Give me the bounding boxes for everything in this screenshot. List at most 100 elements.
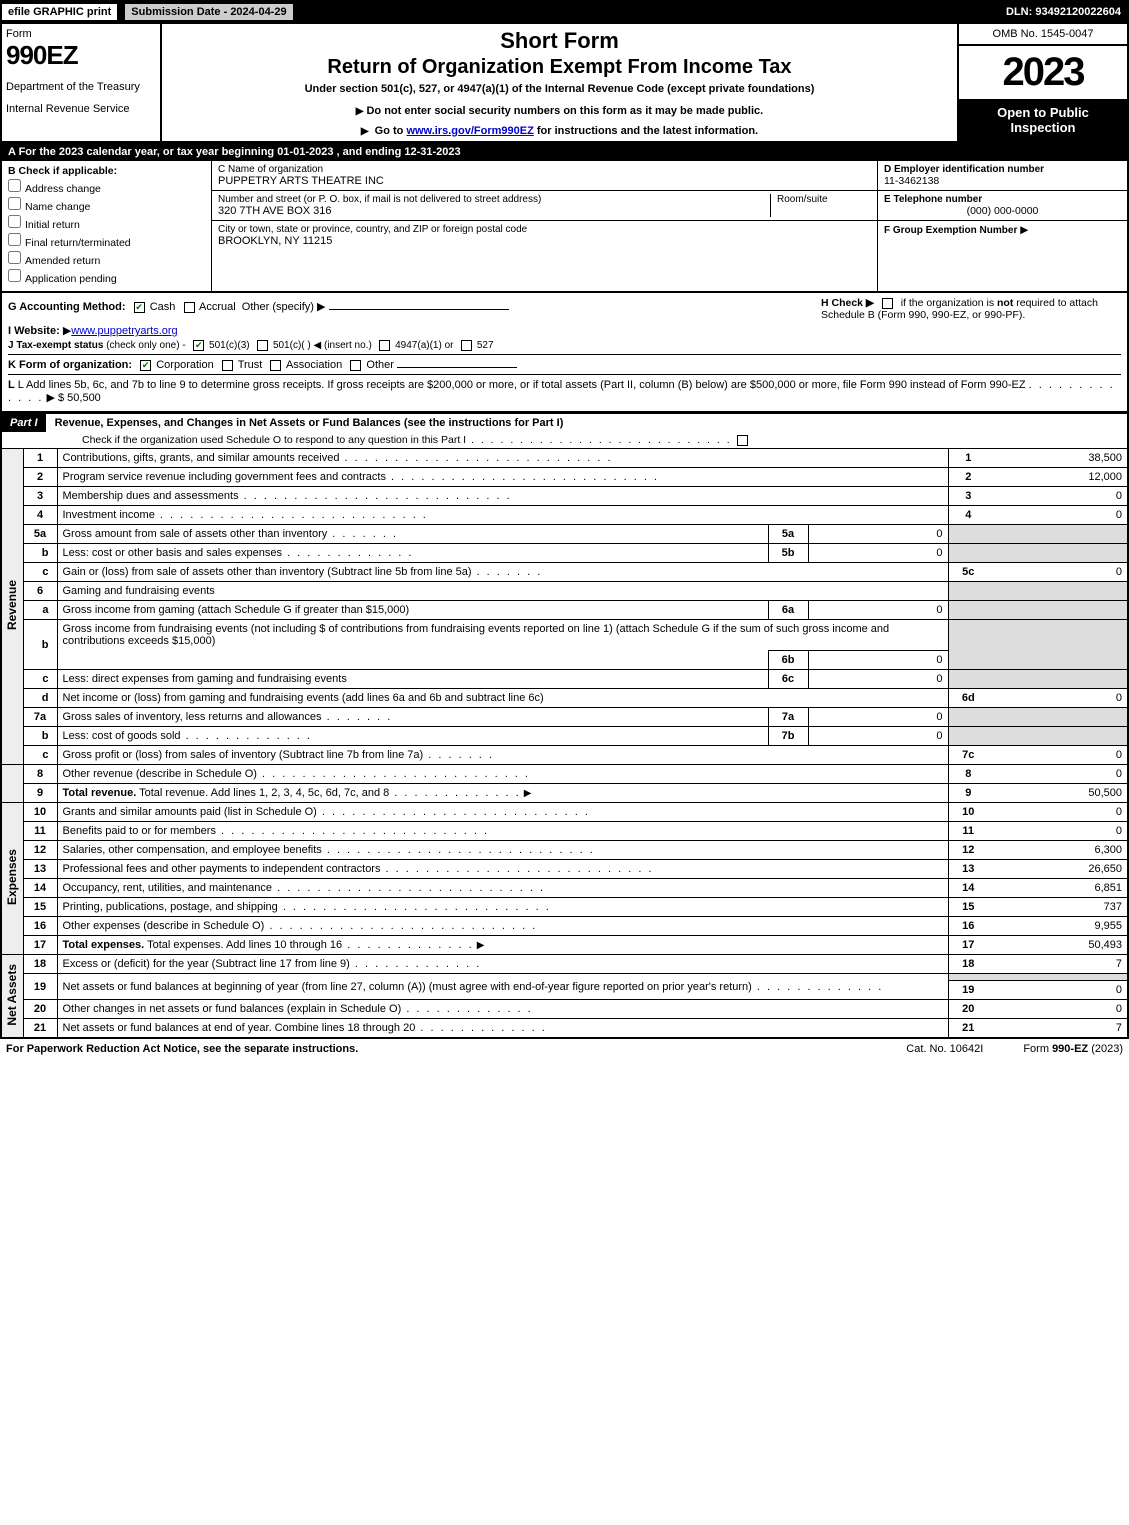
part1-desc: Revenue, Expenses, and Changes in Net As… xyxy=(49,417,564,429)
title-section: Under section 501(c), 527, or 4947(a)(1)… xyxy=(170,83,949,95)
line-6-desc: Gaming and fundraising events xyxy=(57,582,948,601)
tel-value: (000) 000-0000 xyxy=(884,205,1121,217)
line-6c-boxn: 6c xyxy=(768,670,808,689)
line-2-box: 2 xyxy=(948,468,988,487)
open-inspection-badge: Open to Public Inspection xyxy=(959,99,1127,141)
header-right: OMB No. 1545-0047 2023 Open to Public In… xyxy=(957,24,1127,141)
website-link[interactable]: www.puppetryarts.org xyxy=(71,325,177,337)
line-15-amt: 737 xyxy=(988,898,1128,917)
block-ghijkl: G Accounting Method: Cash Accrual Other … xyxy=(0,293,1129,413)
line-6b-shade xyxy=(948,620,988,670)
line-6b-desc1: Gross income from fundraising events (no… xyxy=(57,620,948,651)
line-7a-desc: Gross sales of inventory, less returns a… xyxy=(57,708,768,727)
page-footer: For Paperwork Reduction Act Notice, see … xyxy=(0,1039,1129,1059)
line-13-num: 13 xyxy=(23,860,57,879)
line-9-amt: 50,500 xyxy=(988,784,1128,803)
line-6-num: 6 xyxy=(23,582,57,601)
line-12-desc: Salaries, other compensation, and employ… xyxy=(57,841,948,860)
chk-initial-return[interactable]: Initial return xyxy=(8,215,205,231)
line-10-num: 10 xyxy=(23,803,57,822)
street-value: 320 7TH AVE BOX 316 xyxy=(218,205,764,217)
tax-year: 2023 xyxy=(959,46,1127,99)
chk-cash[interactable] xyxy=(134,302,145,313)
line-7c-box: 7c xyxy=(948,746,988,765)
col-b-title: B Check if applicable: xyxy=(8,165,205,177)
line-6c-shade2 xyxy=(988,670,1128,689)
line-l-gross-receipts: L L Add lines 5b, 6c, and 7b to line 9 t… xyxy=(8,374,1121,404)
footer-form-ref: Form 990-EZ (2023) xyxy=(1023,1043,1123,1055)
chk-accrual[interactable] xyxy=(184,302,195,313)
chk-other-org[interactable] xyxy=(350,360,361,371)
line-7c-num: c xyxy=(23,746,57,765)
line-7c-desc: Gross profit or (loss) from sales of inv… xyxy=(57,746,948,765)
line-12-amt: 6,300 xyxy=(988,841,1128,860)
col-b-check-applicable: B Check if applicable: Address change Na… xyxy=(2,161,212,291)
chk-association[interactable] xyxy=(270,360,281,371)
chk-schedule-b[interactable] xyxy=(882,298,893,309)
col-c-org-info: C Name of organization PUPPETRY ARTS THE… xyxy=(212,161,877,291)
footer-paperwork: For Paperwork Reduction Act Notice, see … xyxy=(6,1043,358,1055)
chk-501c[interactable] xyxy=(257,340,268,351)
line-2-amt: 12,000 xyxy=(988,468,1128,487)
line-19-amt: 0 xyxy=(988,981,1128,1000)
line-19-box: 19 xyxy=(948,981,988,1000)
line-1-box: 1 xyxy=(948,449,988,468)
line-15-num: 15 xyxy=(23,898,57,917)
line-5b-shade xyxy=(948,544,988,563)
line-9-desc: Total revenue. Total revenue. Add lines … xyxy=(57,784,948,803)
row-tel: E Telephone number (000) 000-0000 xyxy=(878,191,1127,221)
chk-application-pending[interactable]: Application pending xyxy=(8,269,205,285)
line-7b-num: b xyxy=(23,727,57,746)
line-6a-shade xyxy=(948,601,988,620)
line-18-num: 18 xyxy=(23,955,57,974)
line-21-desc: Net assets or fund balances at end of ye… xyxy=(57,1019,948,1039)
line-11-amt: 0 xyxy=(988,822,1128,841)
chk-527[interactable] xyxy=(461,340,472,351)
left-arrow-icon xyxy=(314,340,324,351)
line-3-desc: Membership dues and assessments xyxy=(57,487,948,506)
dept-treasury: Department of the Treasury xyxy=(6,81,156,93)
line-5b-num: b xyxy=(23,544,57,563)
chk-name-change[interactable]: Name change xyxy=(8,197,205,213)
line-7b-desc: Less: cost of goods sold xyxy=(57,727,768,746)
line-7a-boxv: 0 xyxy=(808,708,948,727)
line-5a-num: 5a xyxy=(23,525,57,544)
chk-address-change[interactable]: Address change xyxy=(8,179,205,195)
line-7b-boxv: 0 xyxy=(808,727,948,746)
line-5b-desc: Less: cost or other basis and sales expe… xyxy=(57,544,768,563)
line-3-amt: 0 xyxy=(988,487,1128,506)
vlabel-revenue2 xyxy=(1,765,23,803)
line-21-amt: 7 xyxy=(988,1019,1128,1039)
chk-amended-return[interactable]: Amended return xyxy=(8,251,205,267)
line-10-amt: 0 xyxy=(988,803,1128,822)
line-4-num: 4 xyxy=(23,506,57,525)
row-group-exemption: F Group Exemption Number ▶ xyxy=(878,221,1127,291)
chk-4947a1[interactable] xyxy=(379,340,390,351)
chk-501c3[interactable] xyxy=(193,340,204,351)
chk-final-return[interactable]: Final return/terminated xyxy=(8,233,205,249)
line-18-amt: 7 xyxy=(988,955,1128,974)
line-7a-shade2 xyxy=(988,708,1128,727)
irs-link[interactable]: www.irs.gov/Form990EZ xyxy=(406,125,533,137)
efile-print-button[interactable]: efile GRAPHIC print xyxy=(0,2,119,22)
row-org-name: C Name of organization PUPPETRY ARTS THE… xyxy=(212,161,877,191)
line-13-desc: Professional fees and other payments to … xyxy=(57,860,948,879)
line-19-shade2 xyxy=(988,974,1128,981)
line-17-box: 17 xyxy=(948,936,988,955)
line-6a-num: a xyxy=(23,601,57,620)
other-org-input[interactable] xyxy=(397,367,517,368)
line-2-desc: Program service revenue including govern… xyxy=(57,468,948,487)
row-street: Number and street (or P. O. box, if mail… xyxy=(212,191,877,221)
line-j-tax-exempt: J Tax-exempt status (check only one) - 5… xyxy=(8,340,1121,351)
other-specify-input[interactable] xyxy=(329,309,509,310)
line-14-amt: 6,851 xyxy=(988,879,1128,898)
chk-corporation[interactable] xyxy=(140,360,151,371)
line-6b-boxn: 6b xyxy=(768,651,808,670)
line-6c-num: c xyxy=(23,670,57,689)
line-6d-amt: 0 xyxy=(988,689,1128,708)
chk-schedule-o[interactable] xyxy=(737,435,748,446)
chk-trust[interactable] xyxy=(222,360,233,371)
part1-table: Revenue 1 Contributions, gifts, grants, … xyxy=(0,448,1129,1039)
title-ssn-warning: Do not enter social security numbers on … xyxy=(170,105,949,117)
row-city: City or town, state or province, country… xyxy=(212,221,877,250)
